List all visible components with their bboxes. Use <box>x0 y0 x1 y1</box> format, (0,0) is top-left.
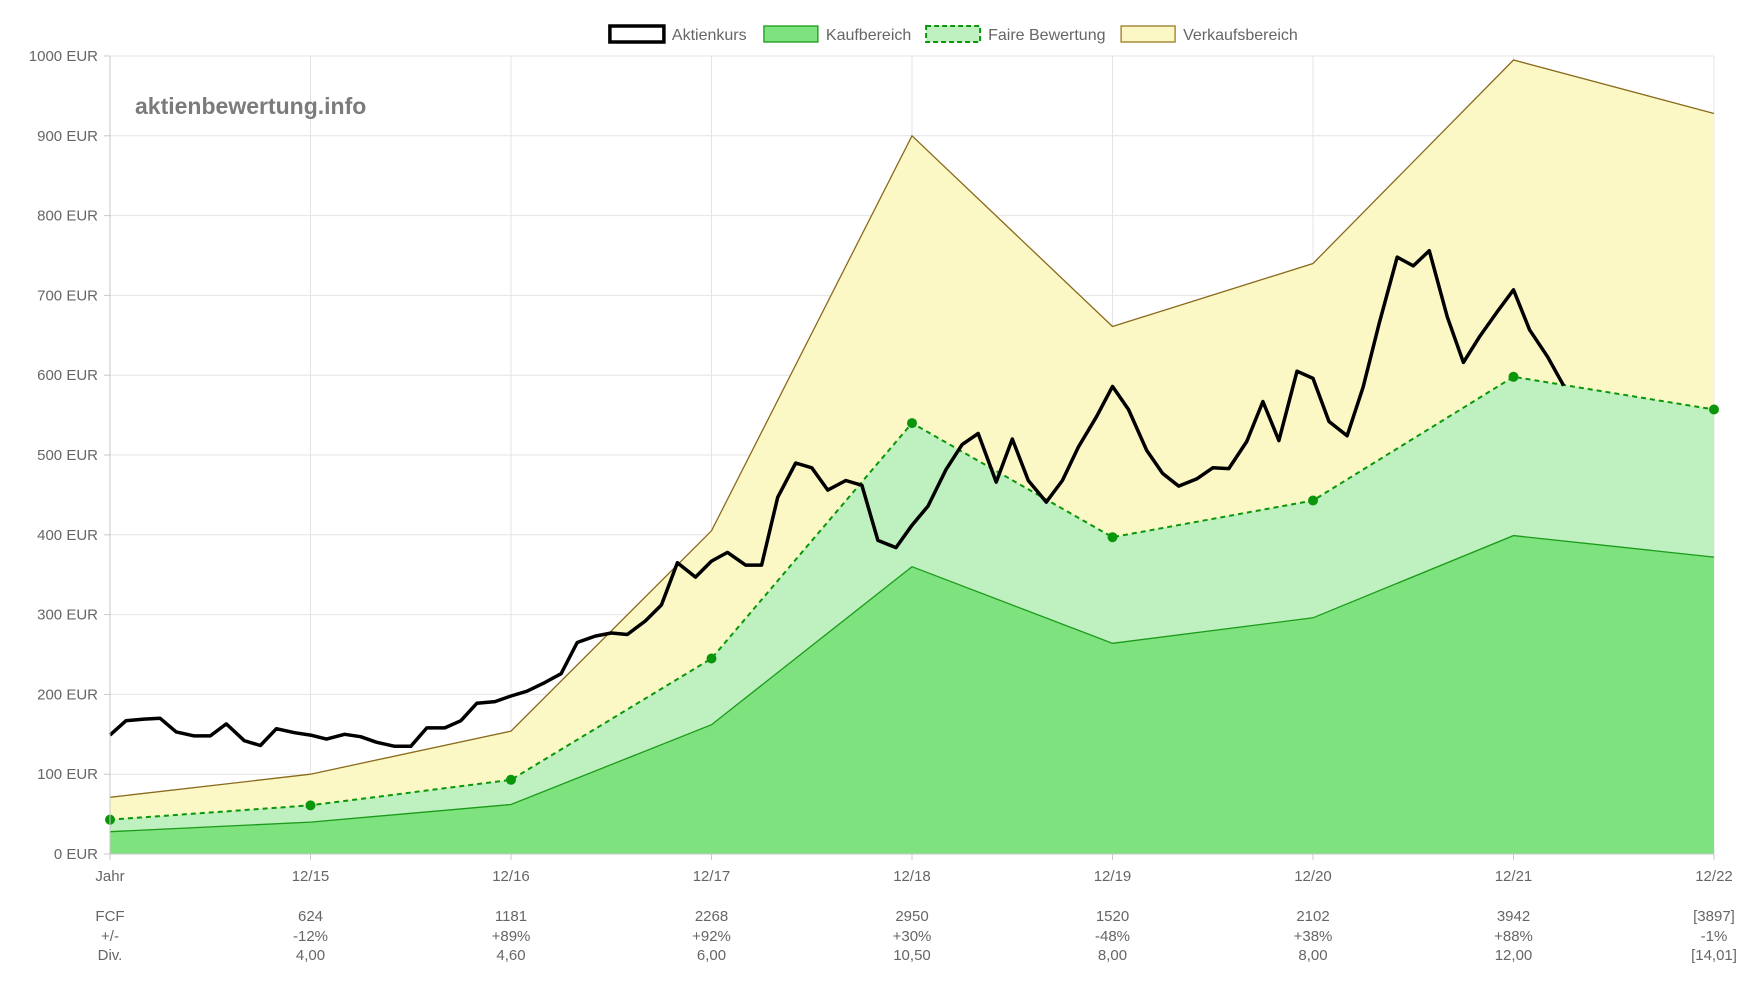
valuation-areas <box>105 59 1719 854</box>
line-kaufbereich <box>109 534 1715 833</box>
y-tick-label-8: 800 EUR <box>37 208 98 225</box>
y-tick-label-9: 900 EUR <box>37 128 98 145</box>
table-cell-1-4: -48% <box>1095 928 1130 945</box>
table-row-label-0: FCF <box>95 908 124 925</box>
y-tick-label-5: 500 EUR <box>37 447 98 464</box>
table-cell-1-2: +92% <box>692 928 731 945</box>
fair-value-point-6 <box>1308 495 1318 506</box>
y-tick-label-6: 600 EUR <box>37 367 98 384</box>
x-tick-label-8: 12/22 <box>1695 868 1733 885</box>
x-tick-label-7: 12/21 <box>1495 868 1533 885</box>
table-row-label-1: +/- <box>101 928 119 945</box>
table-cell-0-0: 624 <box>298 908 323 925</box>
table-cell-1-0: -12% <box>293 928 328 945</box>
x-tick-label-6: 12/20 <box>1294 868 1332 885</box>
legend-label-verkaufsbereich[interactable]: Verkaufsbereich <box>1183 27 1298 44</box>
table-cell-0-3: 2950 <box>895 908 928 925</box>
legend-swatch-kaufbereich[interactable] <box>763 25 819 43</box>
x-tick-label-4: 12/18 <box>893 868 931 885</box>
legend-swatch-verkaufsbereich[interactable] <box>1120 25 1176 43</box>
x-tick-label-0: Jahr <box>95 868 124 885</box>
table-cell-1-5: +38% <box>1294 928 1333 945</box>
table-cell-2-0: 4,00 <box>296 947 325 964</box>
y-tick-label-7: 700 EUR <box>37 287 98 304</box>
table-cell-0-4: 1520 <box>1096 908 1129 925</box>
price-line <box>108 248 1566 749</box>
table-cell-2-1: 4,60 <box>496 947 525 964</box>
line-verkaufsbereich <box>109 59 1715 798</box>
table-cell-0-5: 2102 <box>1296 908 1329 925</box>
table-cell-1-1: +89% <box>492 928 531 945</box>
table-row-label-2: Div. <box>98 947 123 964</box>
legend-label-aktienkurs[interactable]: Aktienkurs <box>672 27 747 44</box>
table-cell-2-7: [14,01] <box>1691 947 1737 964</box>
axes: 0 EUR 100 EUR 200 EUR 300 EUR 400 EUR 500 EUR… <box>29 48 1733 885</box>
legend-swatch-aktienkurs[interactable] <box>608 24 666 44</box>
fair-value-point-4 <box>907 418 917 429</box>
fair-value-point-8 <box>1709 404 1719 415</box>
table-cell-1-7: -1% <box>1701 928 1728 945</box>
y-tick-label-4: 400 EUR <box>37 527 98 544</box>
x-tick-label-2: 12/16 <box>492 868 530 885</box>
area-kaufbereich <box>110 535 1714 854</box>
table-cell-0-6: 3942 <box>1497 908 1530 925</box>
price-series <box>108 248 1566 749</box>
x-tick-label-5: 12/19 <box>1094 868 1132 885</box>
table-cell-2-4: 8,00 <box>1098 947 1127 964</box>
y-tick-label-2: 200 EUR <box>37 686 98 703</box>
table-cell-2-5: 8,00 <box>1298 947 1327 964</box>
fair-value-point-3 <box>706 653 717 664</box>
fair-value-point-5 <box>1107 532 1118 543</box>
fair-value-point-2 <box>506 774 516 785</box>
table-cell-2-6: 12,00 <box>1495 947 1533 964</box>
table-cell-2-2: 6,00 <box>697 947 726 964</box>
table-cell-1-3: +30% <box>893 928 932 945</box>
table-cell-0-7: [3897] <box>1693 908 1735 925</box>
watermark: aktienbewertung.info <box>135 93 366 119</box>
fundamentals-table: FCF 624 1181 2268 2950 1520 2102 3942 [3897] +/- -… <box>95 908 1737 964</box>
y-tick-label-1: 100 EUR <box>37 766 98 783</box>
x-tick-label-3: 12/17 <box>693 868 731 885</box>
x-tick-label-1: 12/15 <box>292 868 330 885</box>
legend-label-kaufbereich[interactable]: Kaufbereich <box>826 27 911 44</box>
fair-value-point-7 <box>1508 371 1519 382</box>
legend-label-faire-bewertung[interactable]: Faire Bewertung <box>988 27 1105 44</box>
legend[interactable]: Aktienkurs Kaufbereich Faire Bewertung Verk… <box>608 24 1298 44</box>
y-tick-label-0: 0 EUR <box>54 846 98 863</box>
table-cell-1-6: +88% <box>1494 928 1533 945</box>
fair-value-point-1 <box>305 800 316 811</box>
y-tick-label-10: 1000 EUR <box>29 48 98 65</box>
table-cell-2-3: 10,50 <box>893 947 931 964</box>
y-tick-label-3: 300 EUR <box>37 607 98 624</box>
legend-swatch-faire-bewertung[interactable] <box>925 25 982 43</box>
table-cell-0-2: 2268 <box>695 908 728 925</box>
table-cell-0-1: 1181 <box>495 908 527 925</box>
